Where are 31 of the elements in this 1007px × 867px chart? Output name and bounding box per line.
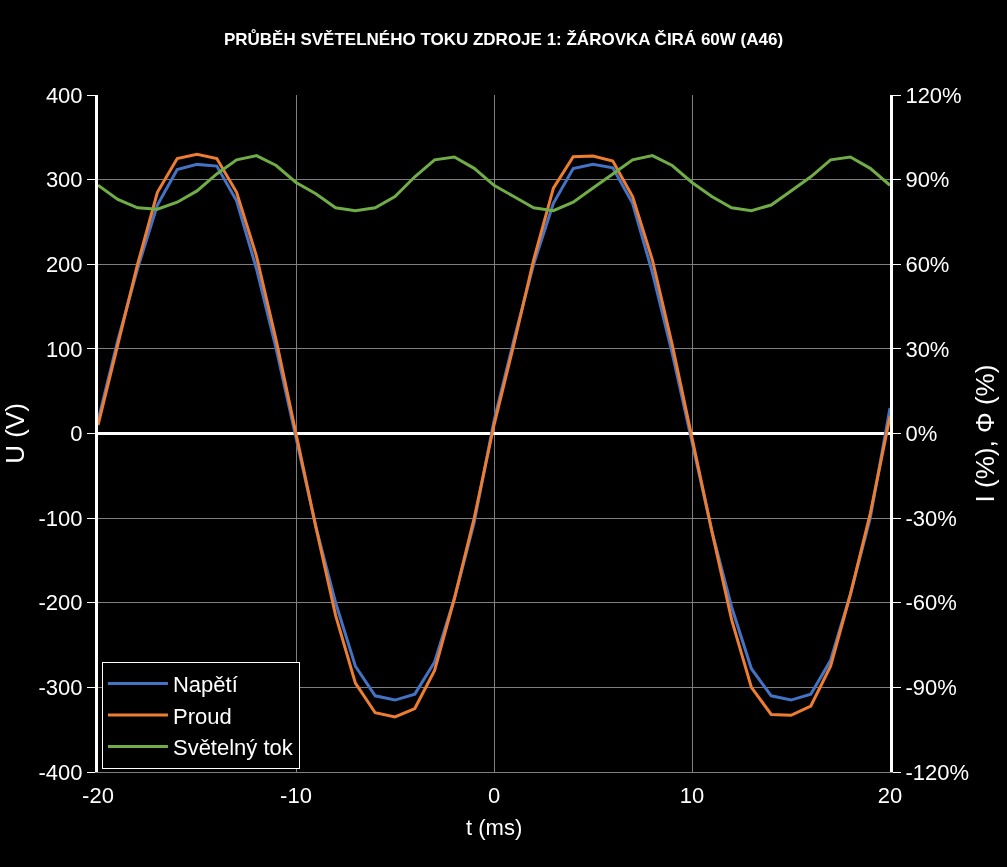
x-tick-label: 0 — [487, 783, 501, 809]
line-series — [98, 154, 890, 213]
y2-tick-label: -90% — [905, 675, 957, 701]
y2-tick-label: 30% — [905, 336, 950, 362]
y2-tick-label: 0% — [905, 421, 938, 447]
y2-tick-label: -120% — [905, 759, 969, 785]
legend-label: Proud — [172, 703, 232, 729]
y-axis-title: U (V) — [0, 403, 30, 464]
y2-tick-label: 60% — [905, 251, 950, 277]
y2-tick-label: 120% — [905, 82, 962, 108]
x-tick-label: 20 — [877, 783, 903, 809]
x-tick-label: -10 — [280, 783, 312, 809]
legend-label: Napětí — [172, 671, 238, 697]
x-axis-title: t (ms) — [466, 815, 523, 840]
y-tick-label: -300 — [38, 675, 83, 701]
y-tick-label: 300 — [45, 167, 83, 193]
x-tick-label: -20 — [82, 783, 114, 809]
legend-label: Světelný tok — [172, 735, 294, 761]
y2-tick-label: 90% — [905, 167, 950, 193]
y2-axis-title: I (%), Φ (%) — [969, 364, 1000, 503]
y-tick-label: -200 — [38, 590, 83, 616]
y2-tick-label: -60% — [905, 590, 957, 616]
y-tick-label: 200 — [45, 251, 83, 277]
y-tick-label: 400 — [45, 82, 83, 108]
chart-title: PRŮBĚH SVĚTELNÉHO TOKU ZDROJE 1: ŽÁROVKA ČIRÁ 60W (A46) — [223, 28, 784, 49]
y2-tick-label: -30% — [905, 505, 957, 531]
y-tick-label: 0 — [70, 421, 83, 447]
y-tick-label: 100 — [45, 336, 83, 362]
y-tick-label: -100 — [38, 505, 83, 531]
y-tick-label: -400 — [38, 759, 83, 785]
x-tick-label: 10 — [679, 783, 705, 809]
